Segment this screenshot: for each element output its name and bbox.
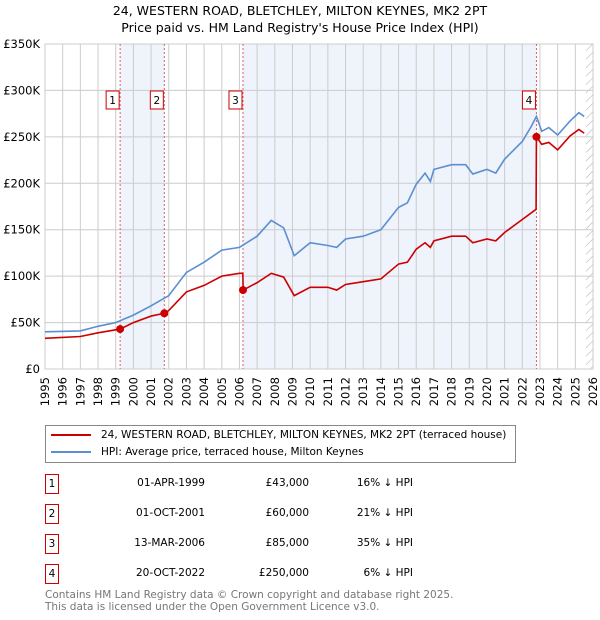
y-tick-label: £250K [3,130,40,144]
footer-line: Contains HM Land Registry data © Crown c… [45,589,454,601]
plot-border [44,43,594,370]
sale-point [160,309,169,318]
footer: Contains HM Land Registry data © Crown c… [45,589,454,613]
sale-date: 01-OCT-2001 [136,507,205,519]
sale-hpi-diff: 21% ↓ HPI [356,507,413,519]
sale-hpi-diff: 6% ↓ HPI [363,567,413,579]
price-chart: £0 £50K £100K £150K £200K £250K £300K £350K 1995… [3,37,600,406]
x-tick-label: 2026 [586,377,600,406]
sale-price: £250,000 [258,567,309,579]
x-tick-label: 2008 [268,377,282,406]
x-tick-label: 2015 [392,377,406,406]
legend-label: 24, WESTERN ROAD, BLETCHLEY, MILTON KEYN… [101,429,507,441]
x-tick-label: 2011 [321,377,335,406]
x-tick-label: 2020 [480,377,494,406]
legend-swatch [51,434,91,436]
sale-label: 4 [526,95,533,107]
x-tick-label: 2019 [462,377,476,406]
legend-item-hpi: HPI: Average price, terraced house, Milt… [51,446,364,458]
x-tick-label: 2013 [356,377,370,406]
x-tick-label: 1997 [73,377,87,406]
y-tick-label: £50K [11,316,41,330]
x-tick-label: 2017 [427,377,441,406]
x-tick-label: 2012 [339,377,353,406]
x-tick-label: 2005 [215,377,229,406]
y-tick-label: £350K [3,37,40,51]
sale-label-box [105,90,120,110]
chart-subtitle: Price paid vs. HM Land Registry's House … [121,20,479,35]
sale-price: £43,000 [265,477,309,489]
x-tick-label: 2025 [568,377,582,406]
legend-item-property: 24, WESTERN ROAD, BLETCHLEY, MILTON KEYN… [51,429,506,441]
sale-price: £60,000 [265,507,309,519]
sale-row: 2 01-OCT-2001 £60,000 21% ↓ HPI [45,504,445,524]
x-tick-label: 2000 [126,377,140,406]
sale-date: 20-OCT-2022 [136,567,205,579]
sale-point [532,132,541,141]
sale-point [238,286,247,295]
sale-number: 1 [45,474,59,494]
y-tick-label: £0 [25,362,40,376]
x-tick-label: 2024 [551,377,565,406]
sale-number: 4 [45,564,59,584]
legend-swatch [51,451,91,453]
legend: 24, WESTERN ROAD, BLETCHLEY, MILTON KEYN… [45,425,516,463]
sale-number: 2 [45,504,59,524]
sale-row: 4 20-OCT-2022 £250,000 6% ↓ HPI [45,564,445,584]
sale-number: 3 [45,534,59,554]
legend-label: HPI: Average price, terraced house, Milt… [101,446,364,458]
x-tick-label: 2010 [303,377,317,406]
x-tick-label: 1999 [109,377,123,406]
chart-title: 24, WESTERN ROAD, BLETCHLEY, MILTON KEYN… [112,3,488,18]
forecast-hatch [585,44,593,369]
x-tick-label: 2009 [285,377,299,406]
x-tick-label: 2004 [197,377,211,406]
y-tick-label: £200K [3,176,40,190]
hpi-line [44,111,585,333]
x-tick-label: 2016 [409,377,423,406]
y-tick-label: £300K [3,83,40,97]
x-tick-label: 2014 [374,377,388,406]
shaded-period [242,44,537,369]
sale-label: 2 [153,95,160,107]
sale-point [116,325,125,334]
sale-label: 1 [109,95,116,107]
sale-label-box [228,90,243,110]
x-tick-label: 2022 [515,377,529,406]
sale-row: 1 01-APR-1999 £43,000 16% ↓ HPI [45,474,445,494]
x-tick-label: 2001 [144,377,158,406]
x-tick-label: 2003 [179,377,193,406]
sale-hpi-diff: 16% ↓ HPI [356,477,413,489]
sale-hpi-diff: 35% ↓ HPI [356,537,413,549]
sale-label: 3 [232,95,239,107]
x-tick-label: 2018 [445,377,459,406]
price-paid-line [44,128,585,340]
x-tick-label: 1998 [91,377,105,406]
sale-row: 3 13-MAR-2006 £85,000 35% ↓ HPI [45,534,445,554]
y-tick-label: £150K [3,223,40,237]
x-tick-label: 2021 [498,377,512,406]
sale-date: 01-APR-1999 [137,477,205,489]
x-tick-label: 1995 [38,377,52,406]
sale-price: £85,000 [265,537,309,549]
sale-date: 13-MAR-2006 [134,537,205,549]
x-tick-label: 2023 [533,377,547,406]
y-tick-label: £100K [3,269,40,283]
sale-label-box [149,90,164,110]
footer-line: This data is licensed under the Open Gov… [45,600,380,613]
x-tick-label: 2007 [250,377,264,406]
x-tick-label: 2002 [162,377,176,406]
x-tick-label: 2006 [232,377,246,406]
x-tick-label: 1996 [56,377,70,406]
sale-label-box [521,90,536,110]
